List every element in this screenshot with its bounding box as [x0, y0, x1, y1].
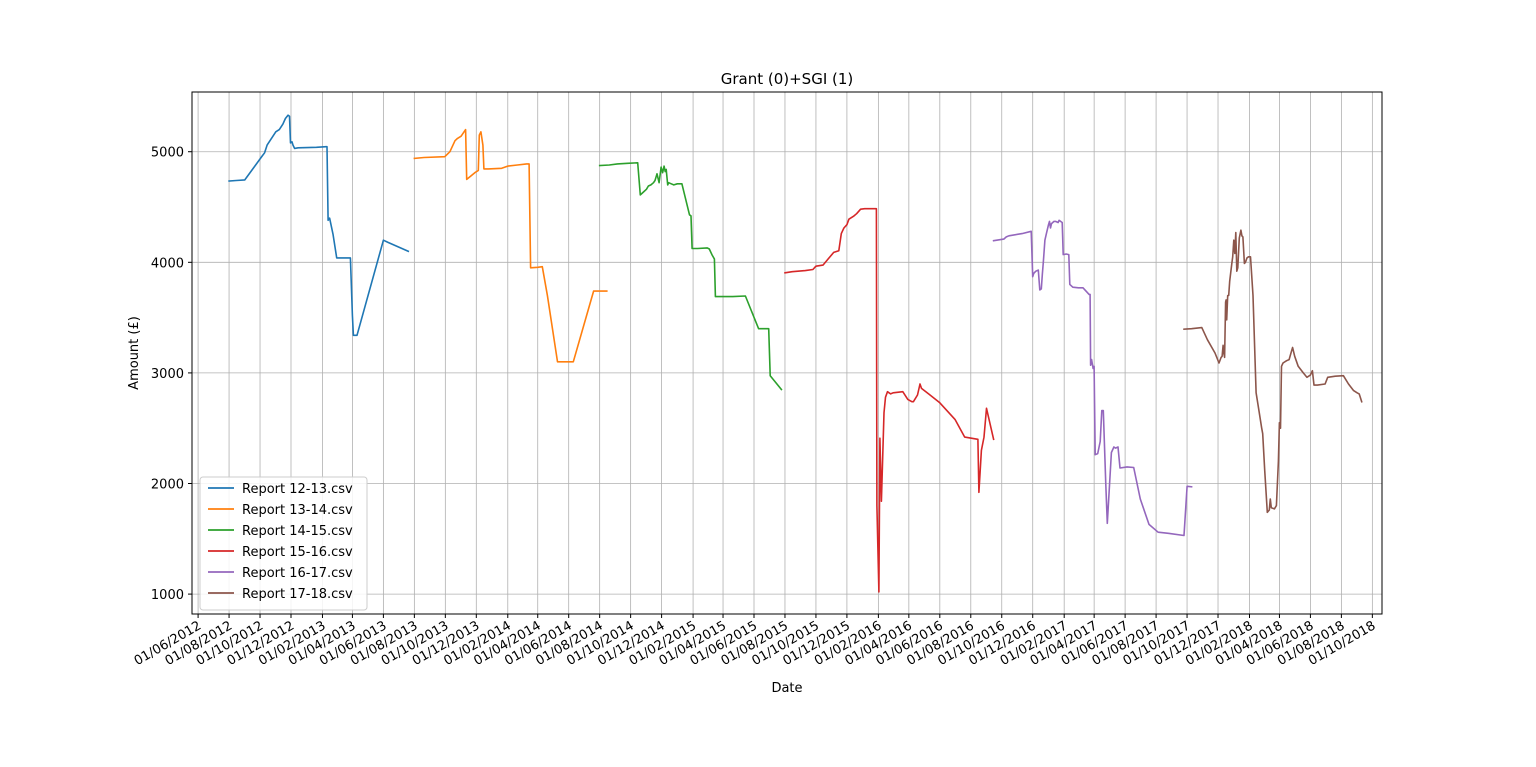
y-tick-label: 5000: [151, 146, 184, 161]
y-tick-label: 4000: [151, 256, 184, 271]
series-line-4: [784, 207, 995, 593]
plot-frame: [191, 91, 1383, 615]
chart-title: Grant (0)+SGI (1): [721, 70, 854, 88]
y-tick-label: 1000: [151, 588, 184, 603]
y-tick-label: 2000: [151, 478, 184, 493]
series-line-6: [1183, 229, 1363, 514]
legend-label: Report 15-16.csv: [242, 545, 353, 560]
gridlines: [192, 92, 1382, 614]
legend-box: [199, 476, 368, 611]
x-axis-label: Date: [771, 681, 802, 696]
y-axis-ticks: 1000 2000 3000 4000 5000: [151, 146, 192, 603]
legend-label: Report 17-18.csv: [242, 587, 353, 602]
series-layer: [228, 114, 1363, 593]
legend: Report 12-13.csv Report 13-14.csv Report 1…: [199, 476, 368, 611]
y-tick-label: 3000: [151, 367, 184, 382]
legend-label: Report 12-13.csv: [242, 482, 353, 497]
series-line-3: [598, 162, 783, 391]
legend-label: Report 13-14.csv: [242, 503, 353, 518]
legend-label: Report 16-17.csv: [242, 566, 353, 581]
series-line-2: [413, 128, 608, 363]
series-line-1: [228, 114, 410, 337]
series-line-5: [992, 219, 1193, 537]
legend-label: Report 14-15.csv: [242, 524, 353, 539]
y-axis-label: Amount (£): [127, 316, 142, 390]
